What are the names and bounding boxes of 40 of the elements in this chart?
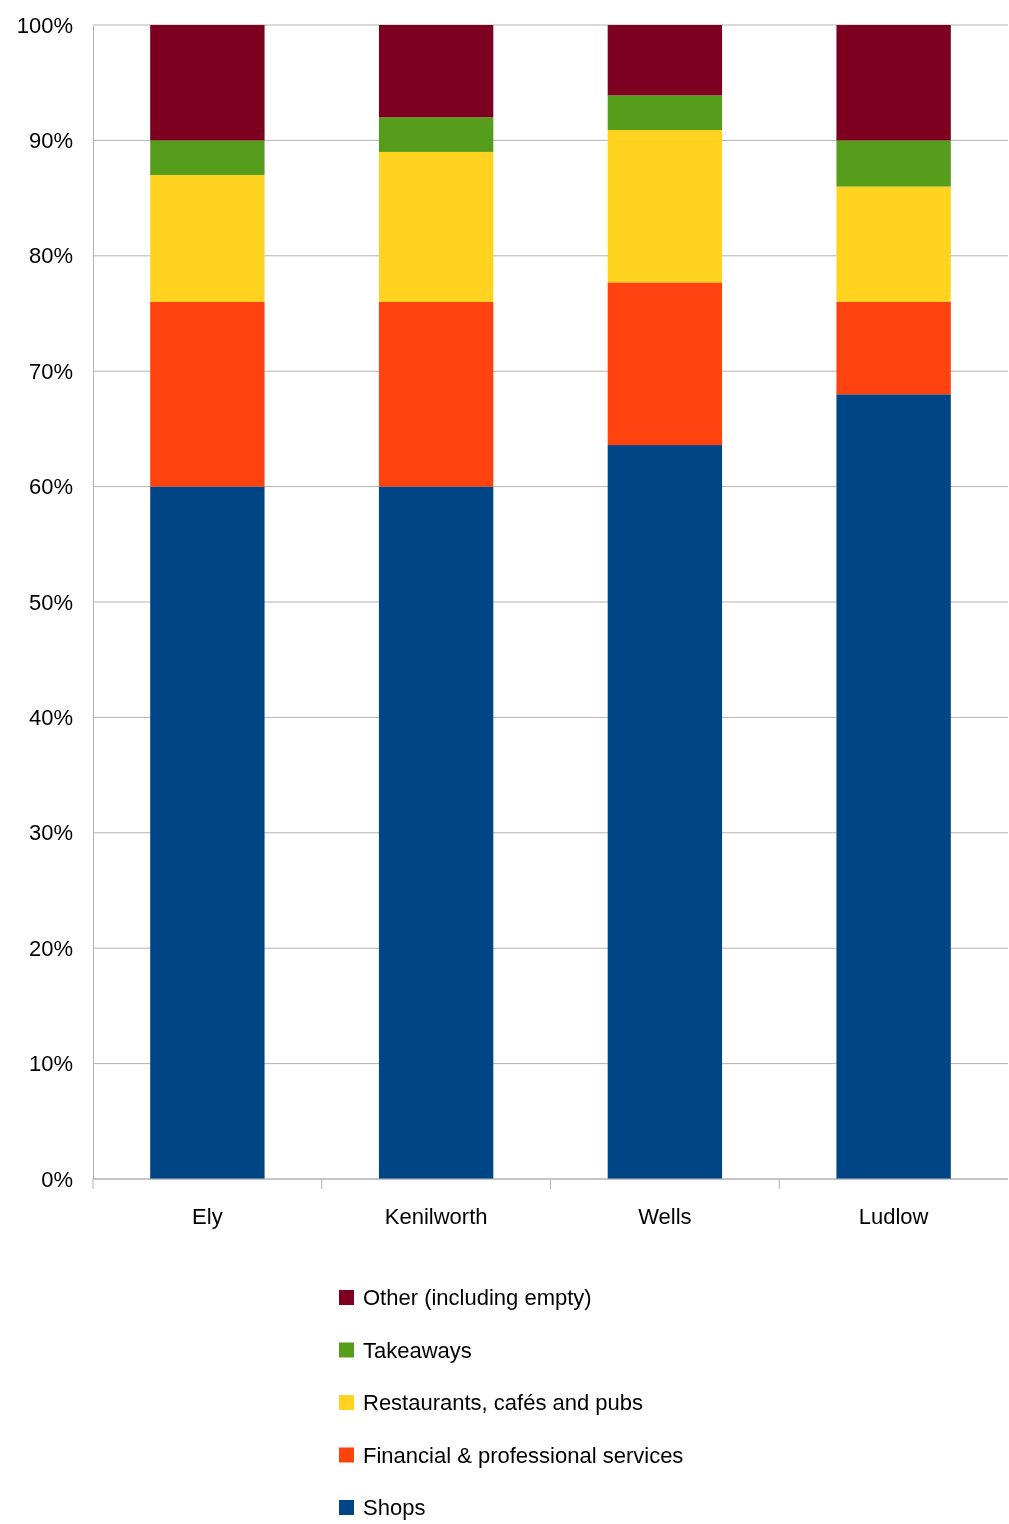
legend-label: Takeaways — [363, 1337, 472, 1363]
y-tick-label: 40% — [28, 704, 73, 730]
bar — [836, 301, 951, 395]
bar — [836, 186, 951, 302]
y-tick-label: 70% — [28, 358, 73, 384]
y-tick-label: 80% — [28, 243, 73, 269]
bar — [607, 445, 723, 1179]
y-tick-label: 50% — [28, 589, 73, 615]
legend-label: Financial & professional services — [363, 1442, 684, 1468]
y-tick-label: 10% — [28, 1051, 73, 1077]
bar — [378, 151, 494, 302]
bar — [836, 25, 951, 141]
y-tick-label: 30% — [28, 820, 73, 846]
bar — [607, 130, 723, 283]
legend-label: Other (including empty) — [363, 1285, 592, 1310]
bar — [150, 175, 265, 302]
legend-label: Shops — [363, 1495, 426, 1520]
bar — [378, 301, 494, 487]
x-tick-label: Ely — [192, 1204, 223, 1229]
bar — [150, 486, 265, 1179]
y-tick-label: 90% — [28, 127, 73, 153]
bar — [607, 25, 723, 96]
y-tick-label: 20% — [28, 935, 73, 961]
legend-label: Restaurants, cafés and pubs — [363, 1390, 644, 1415]
x-tick-label: Ludlow — [858, 1204, 929, 1229]
bar — [150, 301, 265, 487]
bar — [836, 140, 951, 187]
bar — [378, 25, 494, 118]
bar — [607, 95, 723, 131]
bar — [378, 117, 494, 152]
bar — [607, 282, 723, 446]
y-tick-label: 60% — [28, 474, 73, 500]
y-tick-label: 0% — [41, 1166, 73, 1192]
bar — [150, 140, 265, 176]
x-tick-label: Kenilworth — [384, 1204, 488, 1229]
x-tick-label: Wells — [638, 1204, 692, 1229]
bar — [836, 394, 951, 1179]
y-tick-label: 100% — [16, 12, 73, 38]
bar — [378, 486, 494, 1179]
bar — [150, 25, 265, 141]
